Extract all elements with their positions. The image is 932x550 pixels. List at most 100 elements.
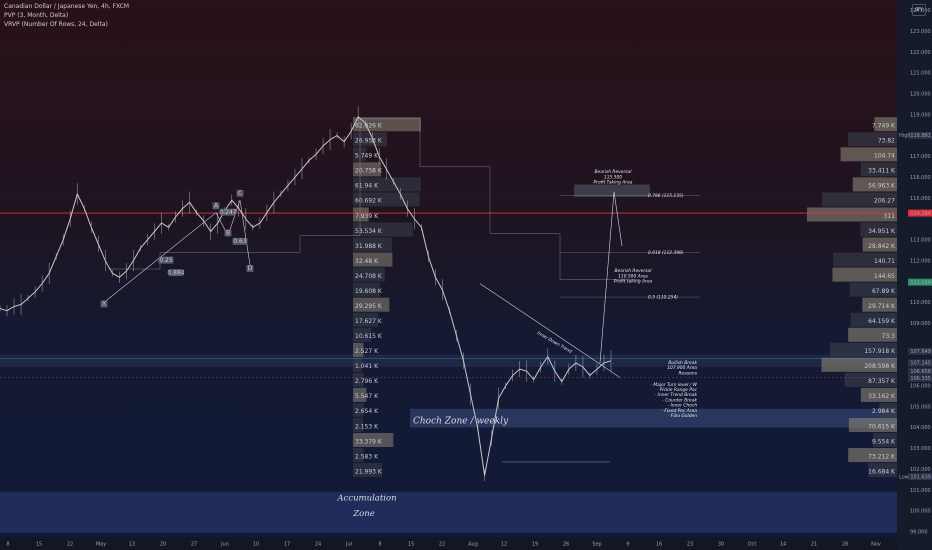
volume-bar-right (848, 448, 897, 463)
price-tag-label: 118.881 (910, 133, 931, 139)
volume-label-left: 2.796 K (355, 378, 379, 385)
volume-bar-right (848, 417, 897, 432)
volume-bar-left (353, 327, 372, 342)
volume-label-left: 60.692 K (355, 198, 383, 205)
reason-item: - Major Turn level / W (650, 382, 697, 388)
price-tick-label: 124.000 (910, 8, 931, 14)
time-tick-label: Jun (220, 542, 229, 548)
time-tick-label: 24 (315, 542, 321, 548)
price-tag-label: 106.658 (910, 369, 931, 375)
time-tick-label: 8 (378, 542, 381, 548)
price-tick-label: 103.000 (910, 446, 931, 452)
time-tick-label: Aug (468, 542, 478, 548)
pattern-point-label: 0.25 (159, 257, 173, 264)
volume-bar-left (353, 463, 383, 478)
volume-label-left: 2.583 K (355, 453, 379, 460)
indicator-vrvp[interactable]: VRVP (Number Of Rows, 24, Delta) (4, 21, 108, 28)
volume-label-right: 73.212 K (868, 453, 896, 460)
time-tick-label: 12 (501, 542, 507, 548)
reason-item: - Fixed Poc Area (661, 408, 697, 414)
volume-label-left: 19.608 K (355, 288, 383, 295)
time-tick-label: 8 (6, 542, 9, 548)
time-tick-label: 15 (36, 542, 42, 548)
price-tick-label: 120.000 (910, 91, 931, 97)
volume-label-left: 17.627 K (355, 318, 383, 325)
volume-bar-left (353, 312, 379, 327)
price-tick-label: 99.000 (910, 530, 928, 536)
volume-label-left: 24.708 K (355, 273, 383, 280)
bearish-note-2-value: 110.500 Area (618, 273, 648, 279)
price-tick-label: 113.000 (910, 237, 931, 243)
volume-bar-left (353, 252, 393, 267)
pattern-point-label: B (226, 230, 230, 237)
volume-bar-left (353, 237, 392, 252)
volume-label-right: 16.684 K (868, 468, 896, 475)
volume-bar-right (821, 357, 897, 372)
volume-bar-right (860, 162, 897, 177)
price-series-line[interactable] (0, 116, 612, 476)
volume-label-right: 87.357 K (868, 378, 896, 385)
volume-label-left: 21.993 K (355, 468, 383, 475)
volume-bar-right (844, 372, 897, 387)
time-tick-label: 23 (687, 542, 693, 548)
pattern-point-label: A (214, 203, 219, 210)
currency-badge[interactable]: JPY (912, 4, 926, 16)
time-tick-label: 26 (563, 542, 569, 548)
volume-bar-left (353, 192, 420, 207)
time-tick-label: 30 (718, 542, 724, 548)
volume-bar-left (353, 417, 364, 432)
volume-label-right: 73.3 (882, 333, 896, 340)
volume-label-right: 140.71 (874, 258, 895, 265)
time-tick-label: 19 (532, 542, 538, 548)
volume-label-left: 61.94 K (355, 183, 379, 190)
time-axis[interactable] (0, 537, 897, 550)
price-tick-label: 102.000 (910, 467, 931, 473)
volume-bar-right (840, 147, 897, 162)
volume-bar-left (353, 342, 364, 357)
volume-label-left: 5.749 K (355, 153, 379, 160)
pattern-point-box (220, 208, 236, 216)
volume-bar-left (353, 207, 369, 222)
time-tick-label: Sep (592, 542, 601, 548)
price-tag-prefix: Low (899, 474, 909, 480)
price-tick-label: 105.000 (910, 404, 931, 410)
reason-item: - Fibo Golden (668, 413, 697, 419)
volume-bar-left (353, 387, 367, 402)
time-tick-label: 10 (253, 542, 259, 548)
price-axis[interactable] (897, 0, 932, 550)
pattern-point-label: C (238, 190, 242, 197)
reasons-heading: Reasons (679, 370, 698, 376)
accumulation-label-2: Zone (352, 509, 375, 519)
fib-level-label: 0.5 (110.254) (648, 295, 678, 301)
time-tick-label: 22 (439, 542, 445, 548)
volume-label-left: 2.153 K (355, 423, 379, 430)
volume-label-left: 62.026 K (355, 123, 383, 130)
indicator-pvp[interactable]: PVP (3, Month, Delta) (4, 12, 69, 19)
time-tick-label: 20 (160, 542, 166, 548)
volume-bar-left (353, 372, 364, 387)
price-tag-label: 106.335 (910, 376, 931, 382)
volume-label-left: 31.988 K (355, 243, 383, 250)
time-tick-label: 21 (811, 542, 817, 548)
volume-label-right: 7.749 K (872, 123, 896, 130)
volume-label-left: 2.654 K (355, 408, 379, 415)
pattern-point-box (236, 189, 244, 197)
volume-label-left: 5.547 K (355, 393, 379, 400)
reason-item: - Counter Break (662, 397, 697, 403)
volume-label-left: 53.534 K (355, 228, 383, 235)
price-tick-label: 119.000 (910, 112, 931, 118)
price-tick-label: 100.000 (910, 509, 931, 515)
volume-label-left: 20.758 K (355, 168, 383, 175)
volume-bar-left (353, 177, 421, 192)
pattern-point-label: 0.884 (167, 269, 184, 276)
volume-label-left: 32.48 K (355, 258, 379, 265)
volume-bar-right (860, 387, 897, 402)
price-tag-label: 111.014 (910, 280, 931, 286)
pattern-point-label: X (102, 301, 106, 308)
price-tag-label: 107.145 (910, 361, 931, 367)
volume-bar-right (849, 282, 897, 297)
pattern-point-box (168, 269, 184, 277)
inner-downtrend-line[interactable] (479, 283, 621, 378)
volume-bar-left (353, 282, 380, 297)
